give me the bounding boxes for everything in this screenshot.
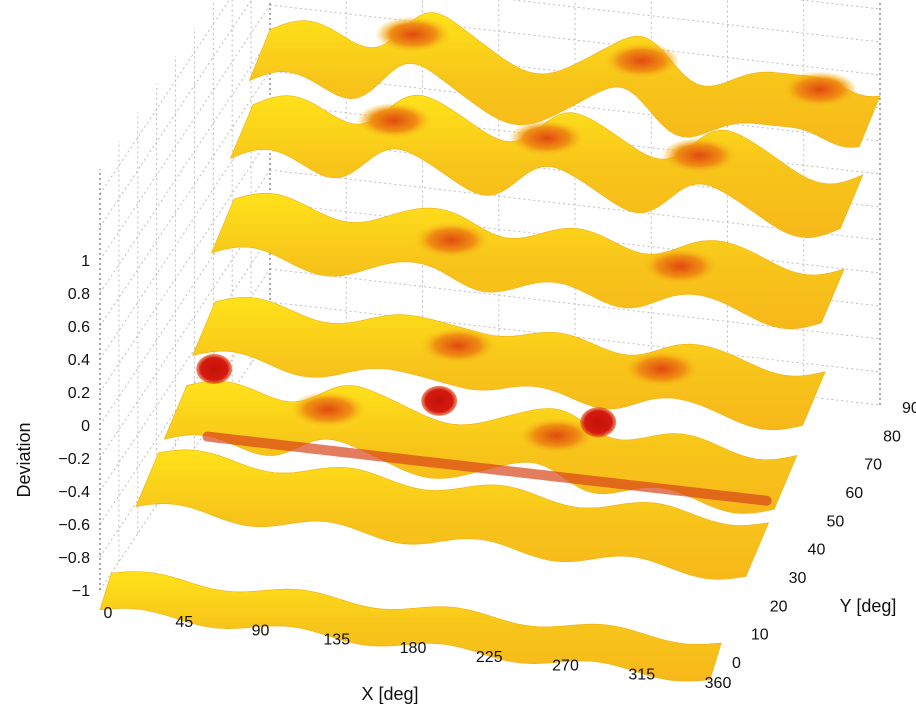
grid-line [99,0,252,228]
y-tick-label: 60 [845,485,863,502]
surface-peak [508,120,585,156]
surface-band [210,192,845,330]
surface-peak [661,137,738,174]
surface-layer [99,12,881,682]
surface-peak [603,42,680,79]
x-tick-label: 360 [705,675,732,692]
x-tick-label: 315 [628,666,655,683]
grid-line [99,334,271,591]
z-tick-label: 0.6 [68,319,90,336]
z-tick-label: −0.4 [58,484,90,501]
hotspot [580,407,617,438]
surface-peak [413,222,490,259]
y-tick-label: 20 [770,598,788,615]
z-tick-label: −0.2 [58,451,90,468]
y-tick-label: 80 [883,428,901,445]
x-tick-label: 45 [175,614,193,631]
y-tick-label: 70 [864,457,882,474]
y-tick-label: 40 [808,542,826,559]
z-tick-label: −0.8 [58,550,90,567]
surface-peak [356,102,433,139]
grid-line [269,301,881,373]
x-tick-label: 225 [476,649,503,666]
grid-line [99,0,230,195]
x-tick-label: 180 [400,640,427,657]
floor-band [202,431,772,506]
z-tick-label: 0.8 [68,286,90,303]
z-tick-label: 1 [81,253,90,270]
surface-band [192,297,826,431]
hotspot [196,354,233,384]
z-axis-label: Deviation [14,422,34,497]
y-tick-label: 0 [732,655,741,672]
y-axis-label: Y [deg] [840,596,897,616]
z-tick-label: 0 [81,418,90,435]
x-tick-label: 135 [323,631,350,648]
y-tick-label: 90 [902,400,916,417]
grid-line [269,202,881,274]
grid-line [509,0,881,43]
grid-line [269,4,881,76]
axes-layer: 0459013518022527031536001020304050607080… [14,253,916,704]
x-tick-label: 0 [104,605,113,622]
grid-line [99,4,271,261]
x-tick-label: 90 [252,623,270,640]
surface-peak [290,391,367,428]
z-tick-label: −1 [72,583,90,600]
grid-line [99,235,271,492]
surface-peak [623,350,700,387]
grid-line [99,70,271,327]
y-tick-label: 50 [826,513,844,530]
z-tick-label: 0.4 [68,352,90,369]
z-tick-label: 0.2 [68,385,90,402]
surface-band [99,571,722,682]
surface-peak [375,16,452,53]
y-tick-label: 10 [751,627,769,644]
surface-peak [420,327,497,364]
grid-line [99,37,271,294]
surface-peak [642,248,719,285]
z-tick-label: −0.6 [58,517,90,534]
y-tick-label: 30 [789,570,807,587]
hotspot [421,385,458,416]
x-axis-label: X [deg] [361,684,418,704]
surface-peak [518,417,595,454]
surface-peak [781,71,858,108]
grid-line [269,70,881,142]
surface-band [135,449,770,580]
x-tick-label: 270 [552,658,579,675]
grid-line [99,136,271,393]
